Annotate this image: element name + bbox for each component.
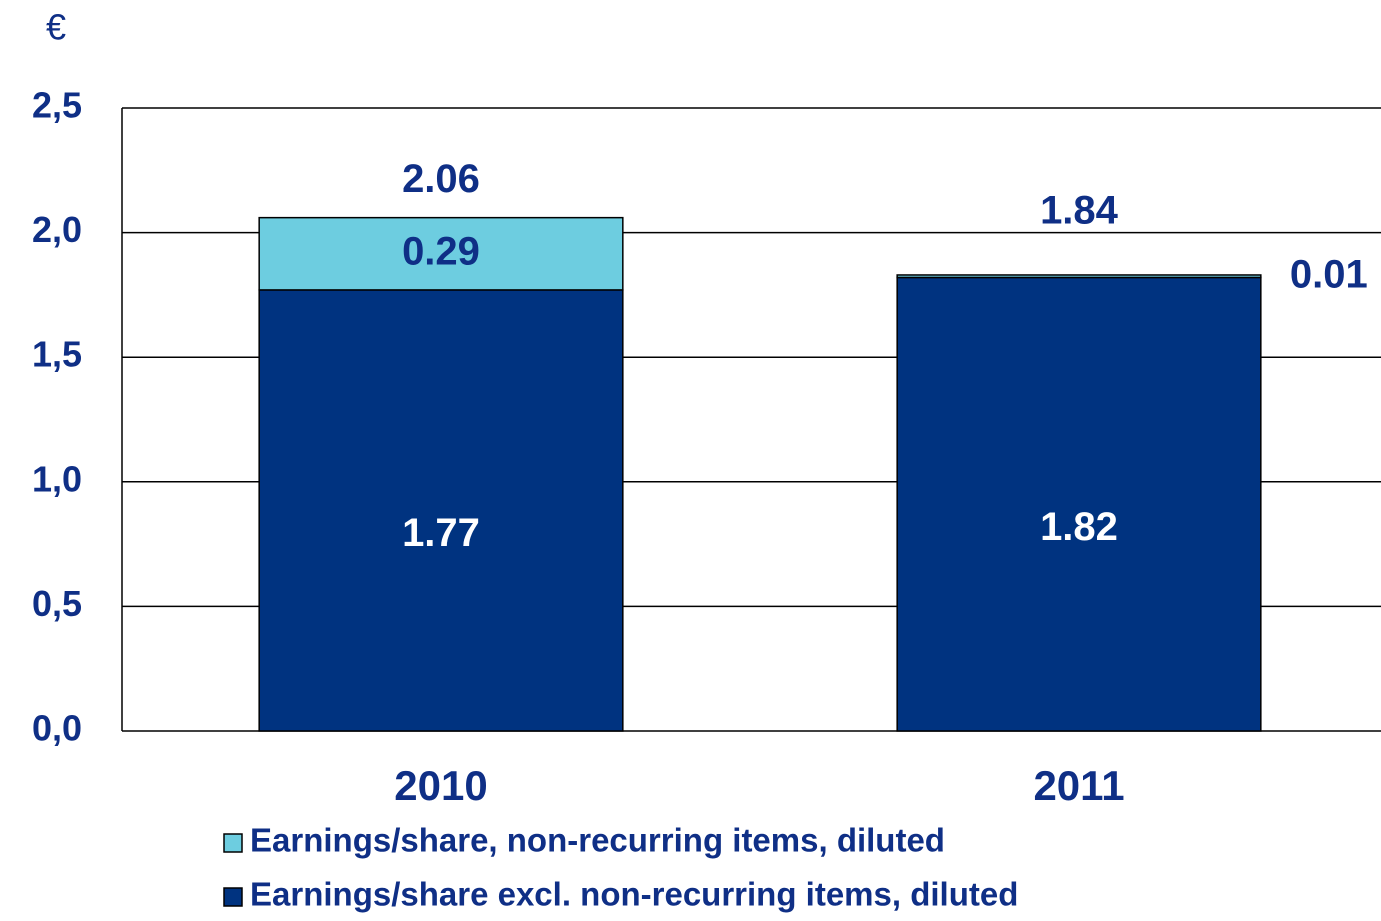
legend-swatch [223, 833, 243, 853]
x-tick-label: 2010 [394, 762, 487, 809]
y-tick-label: 1,5 [32, 334, 82, 375]
data-label: 0.29 [402, 229, 480, 273]
data-label: 1.77 [402, 511, 480, 555]
data-label: 0.01 [1290, 253, 1368, 297]
bar-segment [896, 274, 1262, 279]
data-label: 1.82 [1040, 505, 1118, 549]
bar-segment [258, 289, 624, 732]
total-label: 2.06 [402, 157, 480, 201]
legend-label: Earnings/share, non-recurring items, dil… [250, 822, 945, 859]
total-label: 1.84 [1040, 189, 1119, 233]
y-tick-label: 2,0 [32, 209, 82, 250]
x-tick-label: 2011 [1033, 762, 1124, 809]
legend-label: Earnings/share excl. non-recurring items… [250, 876, 1018, 913]
bar-segment [896, 276, 1262, 732]
y-tick-label: 1,0 [32, 458, 82, 499]
y-tick-label: 0,5 [32, 583, 82, 624]
y-axis-label: € [46, 7, 66, 48]
y-tick-label: 2,5 [32, 85, 82, 126]
legend-swatch [223, 887, 243, 907]
y-tick-label: 0,0 [32, 708, 82, 749]
bar-segment [258, 216, 624, 291]
